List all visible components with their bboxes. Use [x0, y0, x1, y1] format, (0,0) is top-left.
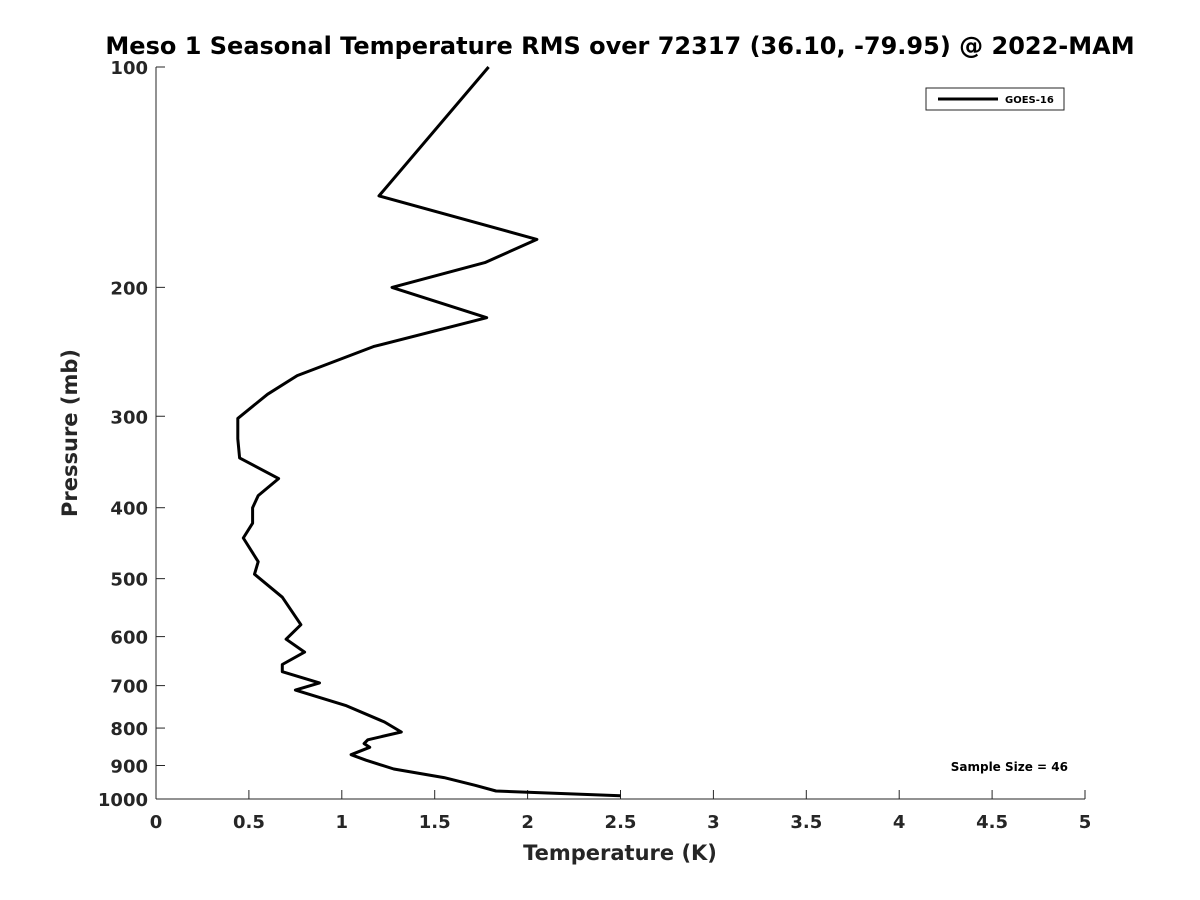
- x-ticks: 0 0.5 1 1.5 2 2.5 3 3.5 4 4.5 5: [150, 790, 1092, 833]
- x-axis-label: Temperature (K): [523, 841, 717, 865]
- x-tick-label: 0.5: [233, 812, 265, 833]
- x-tick-label: 2.5: [605, 812, 637, 833]
- legend: GOES-16: [925, 87, 1065, 111]
- x-tick-label: 4: [893, 812, 906, 833]
- x-tick-label: 3: [707, 812, 720, 833]
- y-ticks: 100 200 300 400 500 600 700 800 900 1000: [98, 58, 165, 811]
- y-tick-label: 200: [110, 278, 148, 299]
- sample-size-annotation: Sample Size = 46: [951, 760, 1068, 774]
- y-tick-label: 800: [110, 719, 148, 740]
- x-tick-label: 3.5: [790, 812, 822, 833]
- chart-title: Meso 1 Seasonal Temperature RMS over 723…: [105, 32, 1134, 60]
- x-tick-label: 1: [336, 812, 349, 833]
- x-tick-label: 4.5: [976, 812, 1008, 833]
- legend-entry-goes-16: GOES-16: [1005, 95, 1054, 106]
- x-tick-label: 0: [150, 812, 163, 833]
- x-tick-label: 1.5: [419, 812, 451, 833]
- y-tick-label: 700: [110, 677, 148, 698]
- x-tick-label: 5: [1079, 812, 1092, 833]
- y-tick-label: 100: [110, 58, 148, 79]
- series-layer: [236, 66, 621, 798]
- series-line-goes-16: [236, 66, 621, 798]
- y-axis-label: Pressure (mb): [58, 349, 82, 517]
- x-tick-label: 2: [521, 812, 534, 833]
- y-tick-label: 900: [110, 757, 148, 778]
- y-tick-label: 500: [110, 570, 148, 591]
- y-tick-label: 300: [110, 407, 148, 428]
- y-tick-label: 1000: [98, 790, 148, 811]
- y-tick-label: 400: [110, 499, 148, 520]
- y-tick-label: 600: [110, 628, 148, 649]
